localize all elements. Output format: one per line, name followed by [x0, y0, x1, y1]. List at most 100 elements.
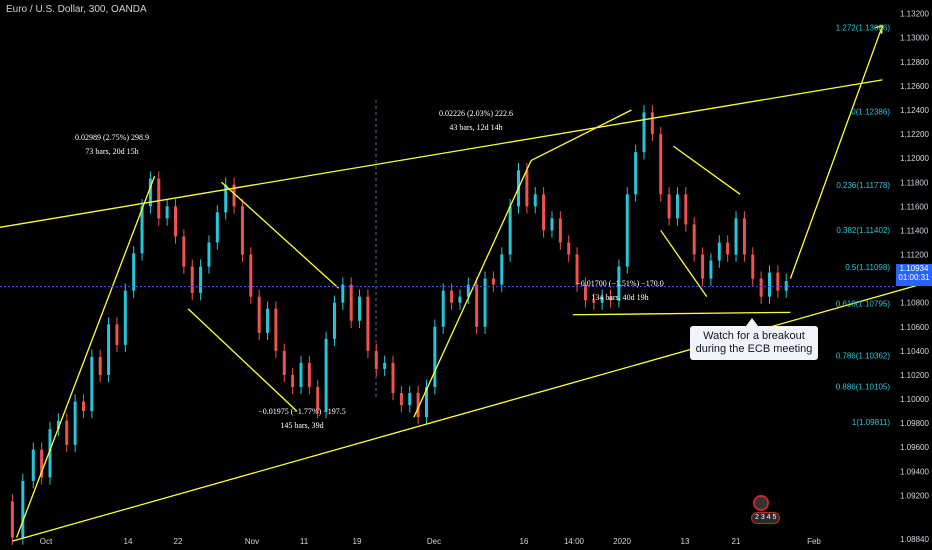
tradingview-logo-icon	[753, 495, 769, 511]
candle-body	[659, 134, 663, 195]
y-tick-label: 1.09200	[900, 491, 929, 500]
fib-level-label: 1(1.09811)	[852, 418, 890, 427]
candle-body	[558, 218, 562, 243]
candle-body	[215, 212, 219, 243]
y-tick-label: 1.12000	[900, 154, 929, 163]
y-tick-label: 1.12800	[900, 58, 929, 67]
candle-body	[90, 356, 94, 412]
measure-label-line1: −0.01975 (−1.77%) −197.5	[258, 407, 346, 416]
x-tick-label: Dec	[427, 537, 441, 546]
y-tick-label: 1.12400	[900, 106, 929, 115]
y-tick-label: 1.13200	[900, 10, 929, 19]
candle-body	[174, 206, 178, 237]
candle-body	[341, 284, 345, 303]
candle-body	[190, 266, 194, 294]
candle-body	[759, 278, 763, 297]
callout-line-1: Watch for a breakout	[703, 330, 805, 342]
y-tick-label: 1.11400	[900, 226, 929, 235]
fib-level-label: 0.786(1.10362)	[836, 351, 891, 360]
candle-body	[441, 290, 445, 327]
candle-body	[450, 290, 454, 303]
candle-body	[634, 152, 638, 195]
candle-body	[374, 350, 378, 369]
candle-body	[123, 290, 127, 345]
candle-body	[734, 218, 738, 255]
candle-body	[349, 284, 353, 321]
y-tick-label: 1.10400	[900, 347, 929, 356]
candle-body	[98, 356, 102, 375]
y-tick-label: 1.11800	[900, 178, 929, 187]
candle-body	[332, 302, 336, 339]
candle-body	[550, 218, 554, 231]
candle-body	[383, 362, 387, 369]
candle-body	[10, 501, 14, 538]
channel-upper-line	[0, 79, 883, 228]
fib-level-label: 0(1.12386)	[851, 108, 890, 117]
candle-body	[433, 326, 437, 388]
candle-body	[299, 362, 303, 388]
x-tick-label: 22	[174, 537, 183, 546]
candle-body	[458, 296, 462, 303]
current-price-value: 1.10934	[899, 264, 929, 273]
candle-body	[408, 393, 412, 406]
x-tick-label: 14	[124, 537, 133, 546]
candle-body	[592, 300, 596, 303]
chart-title: Euro / U.S. Dollar, 300, OANDA	[6, 4, 147, 15]
candle-body	[107, 324, 111, 375]
y-tick-label: 1.10800	[900, 299, 929, 308]
fib-level-label: 0.236(1.11778)	[836, 181, 890, 190]
candle-body	[56, 420, 60, 430]
measure-label-line2: 73 bars, 20d 15h	[85, 147, 138, 156]
candle-body	[199, 266, 203, 294]
y-tick-label: 1.10600	[900, 323, 929, 332]
x-tick-label: 16	[520, 537, 529, 546]
candle-body	[358, 296, 362, 321]
fib-level-label: 0.5(1.11098)	[845, 263, 890, 272]
y-tick-label: 1.09600	[900, 443, 929, 452]
candle-body	[65, 420, 69, 445]
callout-line-2: during the ECB meeting	[695, 343, 813, 355]
y-tick-label: 1.08840	[900, 535, 929, 544]
x-tick-label: 21	[732, 537, 741, 546]
candle-body	[274, 308, 278, 351]
swing-leg-3	[530, 109, 632, 162]
candle-body	[575, 254, 579, 285]
current-price-tag: 1.10934 01:00:31	[896, 264, 932, 286]
down-channel-2a	[672, 145, 741, 195]
x-tick-label: 2020	[613, 537, 631, 546]
candle-body	[73, 401, 77, 445]
candle-body	[324, 338, 328, 412]
candle-body	[466, 284, 470, 297]
candle-body	[500, 254, 504, 285]
candle-body	[81, 401, 85, 412]
y-tick-label: 1.10000	[900, 395, 929, 404]
y-tick-label: 1.09800	[900, 419, 929, 428]
candle-body	[583, 284, 587, 301]
candle-body	[140, 206, 144, 254]
candle-body	[416, 393, 420, 418]
candle-body	[784, 281, 788, 291]
measure-label-line1: −0.01700 (−1.51%) −170.0	[576, 279, 664, 288]
candle-body	[567, 242, 571, 255]
down-channel-1a	[221, 181, 340, 289]
y-tick-label: 1.12200	[900, 130, 929, 139]
candle-body	[525, 170, 529, 207]
measure-label-line1: 0.02989 (2.75%) 298.9	[75, 133, 149, 142]
candle-body	[625, 194, 629, 267]
candle-body	[115, 324, 119, 345]
x-tick-label: Nov	[245, 537, 259, 546]
x-tick-label: Oct	[40, 537, 53, 546]
candle-body	[316, 387, 320, 412]
candle-body	[21, 480, 25, 538]
candle-body	[675, 194, 679, 219]
candle-body	[165, 206, 169, 219]
measure-label-line2: 134 bars, 40d 19h	[591, 293, 648, 302]
candle-body	[491, 278, 495, 285]
candle-body	[650, 112, 654, 135]
candle-body	[667, 194, 671, 219]
candle-body	[224, 184, 228, 213]
candle-body	[600, 296, 604, 303]
swing-leg-1	[15, 176, 156, 538]
candle-body	[232, 184, 236, 207]
